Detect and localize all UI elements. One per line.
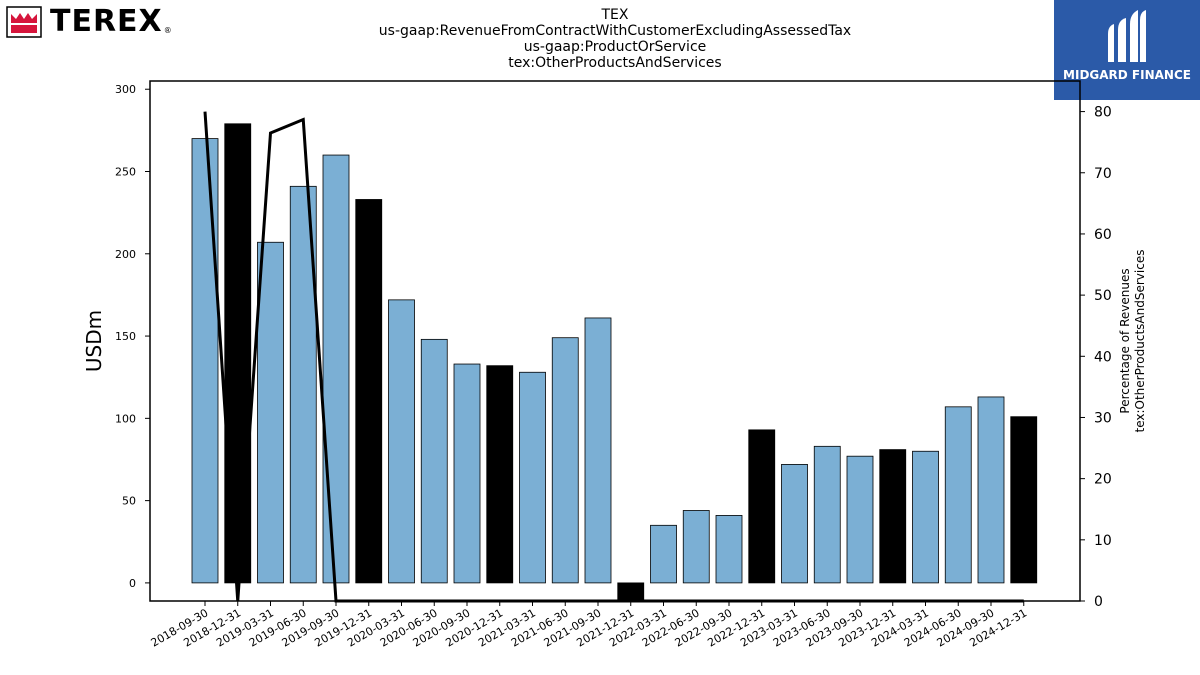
bar <box>584 317 612 584</box>
y2-tick-label: 80 <box>1094 105 1112 121</box>
bar <box>682 510 710 584</box>
bar <box>912 450 939 584</box>
bar <box>650 524 677 584</box>
chart-title: TEX us-gaap:RevenueFromContractWithCusto… <box>315 7 915 71</box>
title-line: us-gaap:RevenueFromContractWithCustomerE… <box>378 23 852 39</box>
bar <box>551 337 579 584</box>
y2-tick-label: 20 <box>1094 472 1112 488</box>
bar <box>453 363 481 584</box>
bar <box>781 464 808 584</box>
bar <box>322 154 350 584</box>
y-tick-label: 100 <box>115 412 136 425</box>
title-line: tex:OtherProductsAndServices <box>508 55 722 71</box>
y-axis-label: USDm <box>82 310 106 372</box>
bar <box>944 406 972 584</box>
y-tick-label: 150 <box>115 330 136 343</box>
bar <box>846 455 874 584</box>
y2-tick-label: 70 <box>1094 166 1112 182</box>
bar <box>715 515 743 584</box>
y-tick-label: 50 <box>122 495 136 508</box>
bar <box>977 396 1005 584</box>
y2-tick-label: 60 <box>1094 227 1112 243</box>
bar <box>420 338 448 584</box>
bar <box>748 429 776 584</box>
bar <box>257 241 284 584</box>
midgard-finance-logo: MIDGARD FINANCE <box>1054 0 1200 100</box>
bar <box>813 445 841 584</box>
y2-tick-label: 0 <box>1094 594 1103 610</box>
bar <box>486 365 514 584</box>
plot-frame <box>149 80 1081 602</box>
midgard-emblem-icon <box>1108 10 1146 62</box>
bar <box>224 123 252 584</box>
y2-tick-label: 10 <box>1094 533 1112 549</box>
y-tick-label: 250 <box>115 166 136 179</box>
y2-axis-label-line: tex:OtherProductsAndServices <box>1133 250 1147 433</box>
y2-tick-label: 30 <box>1094 410 1112 426</box>
bar <box>617 582 645 602</box>
registered-mark: ® <box>163 26 172 35</box>
bar <box>388 299 415 584</box>
terex-logo: TEREX ® <box>6 5 172 39</box>
midgard-wordmark: MIDGARD FINANCE <box>1063 68 1191 82</box>
terex-wordmark: TEREX <box>50 4 163 39</box>
bar <box>519 371 546 584</box>
terex-emblem-icon <box>6 6 42 38</box>
bar <box>1010 416 1038 584</box>
y-tick-label: 200 <box>115 248 136 261</box>
y2-axis-label: Percentage of Revenuestex:OtherProductsA… <box>1118 250 1147 433</box>
y2-tick-label: 50 <box>1094 288 1112 304</box>
y-tick-label: 300 <box>115 83 136 96</box>
bar <box>355 199 383 584</box>
title-line: us-gaap:ProductOrService <box>523 39 707 55</box>
bar <box>191 138 219 584</box>
y2-tick-label: 40 <box>1094 349 1112 365</box>
y-tick-label: 0 <box>129 577 136 590</box>
title-line: TEX <box>601 7 629 23</box>
y2-axis-label-line: Percentage of Revenues <box>1118 268 1132 413</box>
bar <box>879 449 907 584</box>
